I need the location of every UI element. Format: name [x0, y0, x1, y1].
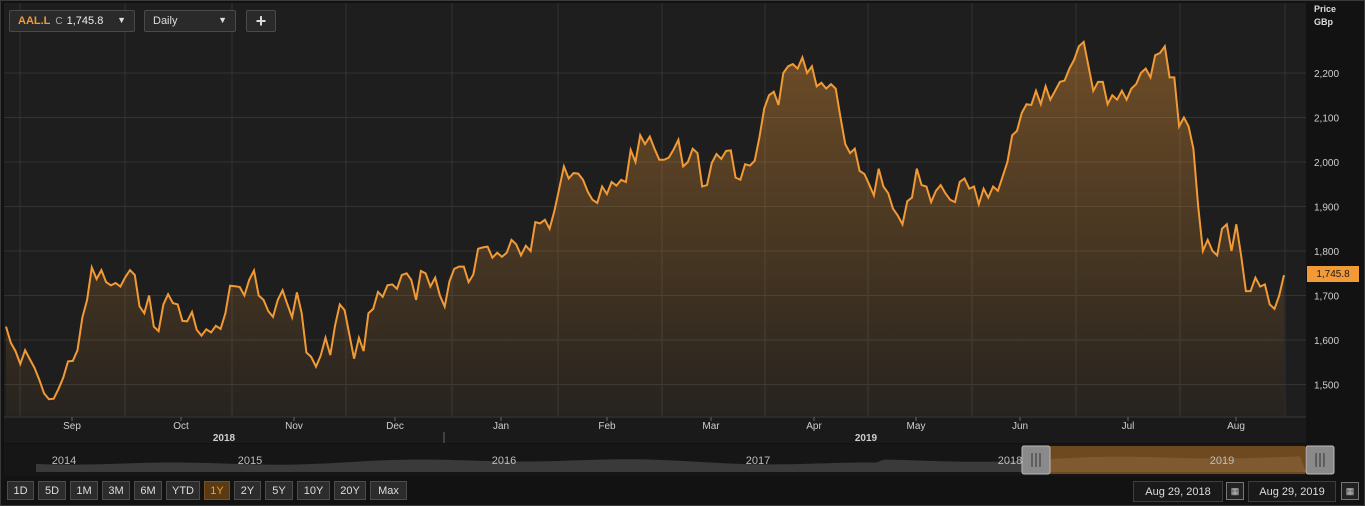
- navigator-year-label: 2015: [238, 455, 262, 467]
- range-button-10y[interactable]: 10Y: [297, 481, 330, 500]
- x-tick-label: Apr: [806, 421, 822, 432]
- navigator-year-label: 2019: [1210, 455, 1234, 467]
- chevron-down-icon: ▼: [117, 15, 126, 25]
- calendar-icon[interactable]: ▦: [1341, 482, 1359, 500]
- price-line: [5, 39, 1285, 401]
- symbol-ticker: AAL.L: [18, 15, 51, 27]
- interval-value: Daily: [153, 15, 178, 27]
- y-tick-label: 1,800: [1314, 247, 1339, 258]
- y-axis: 1,500 1,600 1,700 1,800 1,900 2,000 2,100 2,200: [1314, 69, 1339, 392]
- axis-title-unit: GBp: [1314, 17, 1333, 27]
- range-button-6m[interactable]: 6M: [134, 481, 162, 500]
- navigator-year-label: 2017: [746, 455, 770, 467]
- x-tick-label: Mar: [702, 421, 720, 432]
- x-tick-label: Jan: [493, 421, 509, 432]
- y-tick-label: 1,900: [1314, 203, 1339, 214]
- y-tick-label: 2,100: [1314, 114, 1339, 125]
- x-tick-label: Dec: [386, 421, 404, 432]
- close-value: 1,745.8: [66, 15, 104, 27]
- range-button-1m[interactable]: 1M: [70, 481, 98, 500]
- navigator-year-label: 2018: [998, 455, 1022, 467]
- chevron-down-icon: ▼: [218, 15, 227, 25]
- axis-title-price: Price: [1314, 4, 1337, 14]
- add-indicator-button[interactable]: +: [246, 10, 276, 32]
- range-button-max[interactable]: Max: [370, 481, 407, 500]
- x-tick-label: Jun: [1012, 421, 1028, 432]
- y-tick-label: 1,700: [1314, 292, 1339, 303]
- navigator-history: [36, 456, 1306, 472]
- range-button-3m[interactable]: 3M: [102, 481, 130, 500]
- range-button-20y[interactable]: 20Y: [334, 481, 366, 500]
- y-tick-label: 1,600: [1314, 336, 1339, 347]
- x-tick-label: Feb: [598, 421, 616, 432]
- date-to-field[interactable]: Aug 29, 2019: [1248, 481, 1336, 502]
- grip-icon: [1315, 453, 1325, 467]
- x-tick-label: Aug: [1227, 421, 1245, 432]
- range-button-5y[interactable]: 5Y: [265, 481, 293, 500]
- range-button-ytd[interactable]: YTD: [166, 481, 200, 500]
- x-year-label: 2018: [213, 433, 236, 444]
- x-tick-label: May: [907, 421, 926, 432]
- date-to-value: Aug 29, 2019: [1259, 485, 1325, 498]
- symbol-selector[interactable]: AAL.L C 1,745.8 ▼: [9, 10, 135, 32]
- date-from-value: Aug 29, 2018: [1145, 485, 1211, 498]
- y-tick-label: 1,500: [1314, 381, 1339, 392]
- grip-icon: [1031, 453, 1041, 467]
- range-button-1y[interactable]: 1Y: [204, 481, 230, 500]
- plus-icon: +: [255, 10, 267, 31]
- range-button-1d[interactable]: 1D: [7, 481, 34, 500]
- navigator-handle[interactable]: [1021, 445, 1051, 475]
- x-year-label: 2019: [855, 433, 878, 444]
- x-tick-label: Jul: [1122, 421, 1135, 432]
- x-axis-band: [4, 417, 1306, 443]
- navigator[interactable]: 2014 2015 2016 2017 2018 2019: [4, 444, 1335, 476]
- interval-selector[interactable]: Daily ▼: [144, 10, 236, 32]
- navigator-year-label: 2014: [52, 455, 76, 467]
- last-price-tag: 1,745.8: [1307, 266, 1359, 282]
- navigator-selection[interactable]: [1050, 446, 1305, 474]
- price-area: [6, 41, 1284, 417]
- y-tick-label: 2,000: [1314, 158, 1339, 169]
- date-from-field[interactable]: Aug 29, 2018: [1133, 481, 1223, 502]
- close-label: C: [55, 15, 63, 27]
- navigator-handle[interactable]: [1305, 445, 1335, 475]
- range-button-5d[interactable]: 5D: [38, 481, 66, 500]
- calendar-icon[interactable]: ▦: [1226, 482, 1244, 500]
- x-tick-label: Nov: [285, 421, 303, 432]
- x-tick-label: Oct: [173, 421, 189, 432]
- navigator-year-label: 2016: [492, 455, 516, 467]
- y-tick-label: 2,200: [1314, 69, 1339, 80]
- x-axis: Sep Oct Nov Dec Jan Feb Mar Apr May Jun Jul Aug 2018…: [4, 416, 1306, 444]
- range-button-2y[interactable]: 2Y: [234, 481, 261, 500]
- x-tick-label: Sep: [63, 421, 81, 432]
